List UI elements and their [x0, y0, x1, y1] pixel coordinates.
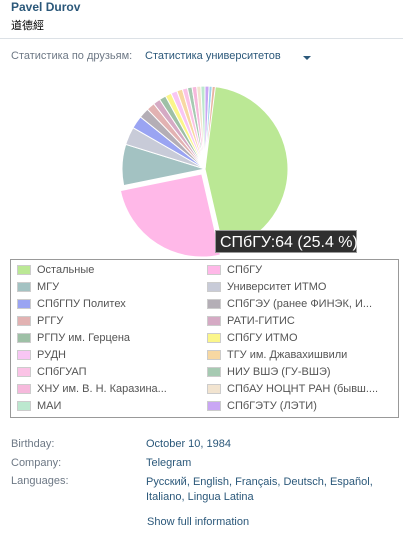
- legend-swatch: [17, 350, 31, 360]
- legend-swatch: [207, 367, 221, 377]
- legend-swatch: [17, 333, 31, 343]
- pie-chart: [119, 85, 289, 258]
- legend-label: СПбГУ: [227, 264, 263, 276]
- chart-tooltip: СПбГУ:64 (25.4 %): [215, 230, 358, 253]
- language-link[interactable]: Español: [329, 476, 370, 488]
- divider: [0, 38, 403, 39]
- legend-label: РГГУ: [37, 315, 64, 327]
- legend-label: Университет ИТМО: [227, 281, 327, 293]
- legend-label: СПбГУАП: [37, 366, 87, 378]
- language-link[interactable]: Lingua Latina: [187, 491, 254, 503]
- legend-swatch: [207, 350, 221, 360]
- company-link[interactable]: Telegram: [146, 457, 192, 469]
- legend-swatch: [207, 299, 221, 309]
- birthday-value: October 10, 1984: [146, 438, 231, 450]
- show-full-info-link[interactable]: Show full information: [147, 516, 250, 528]
- legend-label: СПбГУ ИТМО: [227, 332, 298, 344]
- profile-subname: 道德經: [11, 20, 44, 32]
- birthday-year-link[interactable]: 1984: [206, 438, 232, 450]
- birthday-separator: ,: [200, 438, 207, 450]
- legend-swatch: [17, 316, 31, 326]
- legend-swatch: [207, 401, 221, 411]
- legend-label: НИУ ВШЭ (ГУ-ВШЭ): [227, 366, 331, 378]
- stats-label: Статистика по друзьям:: [11, 50, 133, 62]
- language-link[interactable]: Deutsch: [283, 476, 324, 488]
- legend-label: Остальные: [37, 264, 95, 276]
- legend-label: ХНУ им. В. Н. Каразина...: [37, 383, 167, 395]
- legend-swatch: [17, 401, 31, 411]
- birthday-label: Birthday:: [11, 438, 55, 450]
- language-link[interactable]: English: [192, 476, 230, 488]
- profile-name[interactable]: Pavel Durov: [11, 0, 81, 14]
- pie-slice[interactable]: [204, 85, 289, 251]
- legend-swatch: [207, 265, 221, 275]
- legend-swatch: [207, 282, 221, 292]
- legend-label: СПбАУ НОЦНТ РАН (бывш....: [227, 383, 379, 395]
- legend-label: СПбГПУ Политех: [37, 298, 126, 310]
- chevron-down-icon[interactable]: [303, 56, 311, 60]
- legend-swatch: [207, 333, 221, 343]
- stats-select[interactable]: Статистика университетов: [145, 50, 281, 62]
- legend-label: РУДН: [37, 349, 66, 361]
- languages-label: Languages:: [11, 475, 69, 487]
- language-link[interactable]: Italiano: [146, 491, 182, 503]
- pie-slice[interactable]: [204, 85, 216, 170]
- legend-swatch: [207, 316, 221, 326]
- legend-swatch: [17, 282, 31, 292]
- legend-swatch: [17, 299, 31, 309]
- legend-label: СПбГЭУ (ранее ФИНЭК, И...: [227, 298, 373, 310]
- legend-label: СПбГЭТУ (ЛЭТИ): [227, 400, 317, 412]
- birthday-day-link[interactable]: October 10: [146, 438, 201, 450]
- legend-swatch: [207, 384, 221, 394]
- chart-legend: Остальные СПбГУ МГУ Университет ИТМО СПбГПУ …: [10, 259, 399, 418]
- languages-list: Русский, English, Français, Deutsch, Esp…: [146, 476, 373, 503]
- legend-label: МГУ: [37, 281, 60, 293]
- company-label: Company:: [11, 457, 62, 469]
- legend-label: РАТИ-ГИТИС: [227, 315, 295, 327]
- legend-swatch: [17, 384, 31, 394]
- legend-label: МАИ: [37, 400, 62, 412]
- legend-swatch: [17, 265, 31, 275]
- legend-label: РГПУ им. Герцена: [37, 332, 131, 344]
- legend-label: ТГУ им. Джавахишвили: [227, 349, 348, 361]
- language-link[interactable]: Русский: [146, 476, 187, 488]
- pie-slice[interactable]: [119, 173, 221, 258]
- legend-swatch: [17, 367, 31, 377]
- language-link[interactable]: Français: [235, 476, 278, 488]
